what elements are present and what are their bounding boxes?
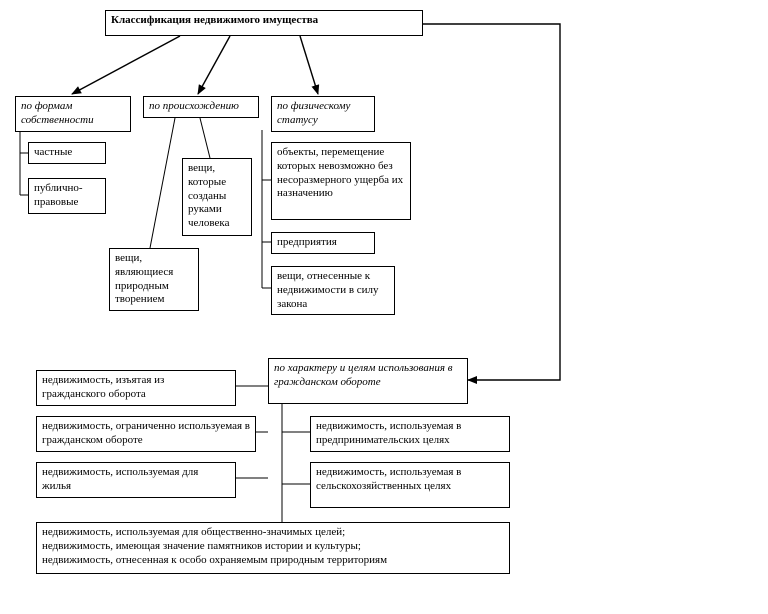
node-org: по происхождению [143,96,259,118]
node-useL1: недвижимость, ограниченно используемая в… [36,416,256,452]
node-phy0: объекты, перемещение которых невозможно … [271,142,411,220]
node-own: по формам собственности [15,96,131,132]
node-own1: публично-правовые [28,178,106,214]
connector-line [150,118,175,248]
node-org0: вещи, являющиеся природным творением [109,248,199,311]
node-useB: недвижимость, используемая для обществен… [36,522,510,574]
node-phy2: вещи, отнесенные к недвижимости в силу з… [271,266,395,315]
node-phy1: предприятия [271,232,375,254]
node-phy: по физическому статусу [271,96,375,132]
node-use: по характеру и целям использования в гра… [268,358,468,404]
arrow [423,24,560,380]
node-root: Классификация недвижимого имущества [105,10,423,36]
node-useL0: недвижимость, изъятая из гражданского об… [36,370,236,406]
node-org1: вещи, которые созданы руками человека [182,158,252,236]
node-useR0: недвижимость, используемая в предпринима… [310,416,510,452]
connector-line [200,118,210,158]
node-useR1: недвижимость, используемая в сельскохозя… [310,462,510,508]
arrow [72,36,180,94]
arrow [300,36,318,94]
diagram-canvas: Классификация недвижимого имущества по фо… [0,0,768,614]
node-own0: частные [28,142,106,164]
node-useL2: недвижимость, используемая для жилья [36,462,236,498]
arrow [198,36,230,94]
